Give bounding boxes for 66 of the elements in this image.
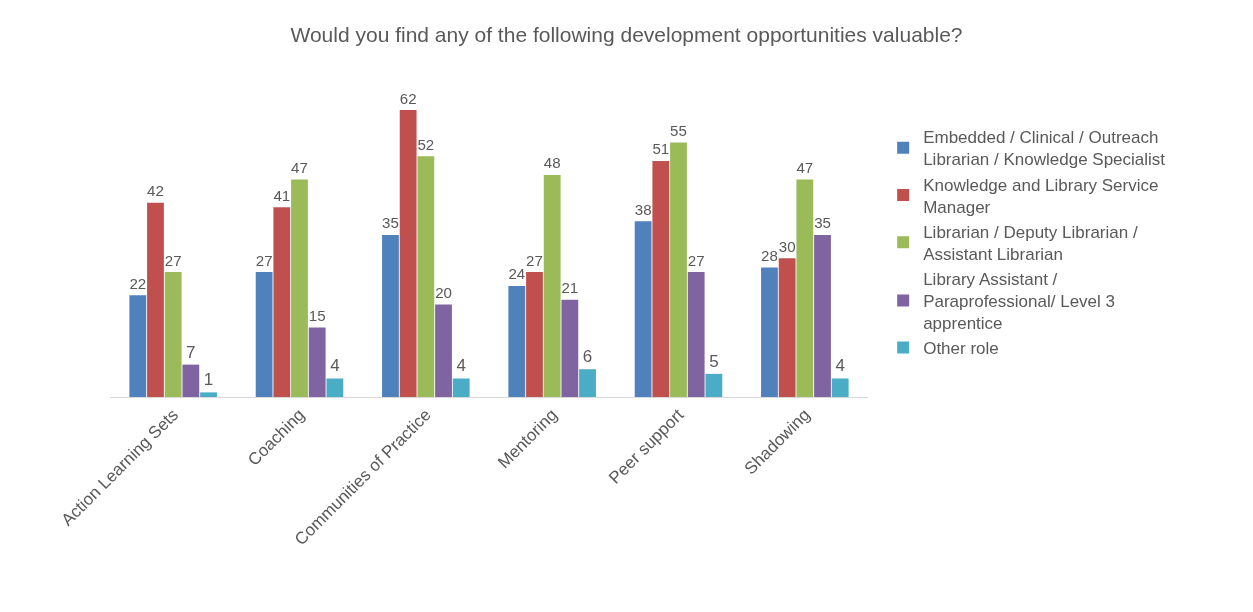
bar — [705, 373, 723, 397]
data-label: 27 — [687, 251, 705, 269]
legend-label: Librarian / Deputy Librarian / Assistant Librarian — [923, 222, 1138, 264]
data-label: 4 — [835, 356, 845, 376]
data-label: 41 — [273, 186, 291, 204]
legend-label: Library Assistant / Paraprofessional/ Level 3 apprentice — [923, 269, 1115, 334]
data-label: 15 — [308, 307, 326, 325]
data-label: 6 — [582, 347, 593, 367]
legend-label: Other role — [923, 339, 999, 359]
bar — [417, 156, 435, 397]
bar — [814, 235, 831, 397]
bar — [326, 378, 344, 397]
data-label: 27 — [255, 251, 273, 269]
bar — [273, 207, 291, 397]
legend-label: Embedded / Clinical / Outreach Librarian / Knowledge Specialist — [923, 128, 1166, 170]
bar — [652, 161, 670, 397]
data-label: 52 — [417, 135, 435, 153]
bar — [435, 304, 452, 397]
data-label: 30 — [778, 237, 796, 255]
data-label: 51 — [652, 140, 670, 158]
data-label: 4 — [330, 356, 340, 376]
bar — [255, 272, 273, 397]
bar — [831, 378, 849, 397]
bar — [761, 267, 778, 397]
data-label: 47 — [796, 158, 814, 176]
data-label: 35 — [814, 214, 831, 232]
chart-title: Would you find any of the following development opportunities valuable? — [290, 23, 963, 47]
bar — [452, 378, 470, 397]
bar — [308, 327, 326, 397]
bar — [164, 272, 182, 397]
data-label: 20 — [435, 283, 452, 301]
data-label: 5 — [709, 351, 719, 371]
data-label: 27 — [164, 251, 182, 269]
bar — [129, 295, 147, 397]
data-label: 47 — [291, 158, 308, 176]
legend-label: Knowledge and Library Service Manager — [923, 175, 1159, 217]
data-label: 55 — [670, 121, 687, 139]
bar — [382, 235, 399, 397]
bar — [796, 179, 814, 397]
data-label: 27 — [526, 251, 543, 269]
data-label: 24 — [508, 265, 526, 283]
data-label: 22 — [129, 274, 147, 292]
bar — [670, 142, 687, 397]
bar — [182, 364, 200, 397]
data-label: 21 — [561, 279, 579, 297]
data-label: 35 — [382, 214, 399, 232]
bar — [526, 272, 543, 397]
bar — [147, 202, 164, 397]
data-label: 62 — [399, 89, 417, 107]
bar — [200, 392, 217, 397]
bar — [543, 174, 561, 397]
bar — [634, 221, 652, 397]
bar — [579, 369, 596, 397]
bar — [561, 299, 579, 397]
data-label: 4 — [456, 356, 466, 376]
bar — [399, 110, 417, 397]
bar — [687, 272, 705, 397]
bar — [508, 285, 526, 397]
data-label: 48 — [543, 154, 561, 172]
data-label: 1 — [203, 370, 214, 390]
bar — [291, 179, 308, 397]
data-label: 28 — [761, 246, 778, 264]
bar — [778, 258, 796, 397]
data-label: 42 — [147, 182, 164, 200]
data-label: 7 — [186, 342, 196, 362]
data-label: 38 — [634, 200, 652, 218]
